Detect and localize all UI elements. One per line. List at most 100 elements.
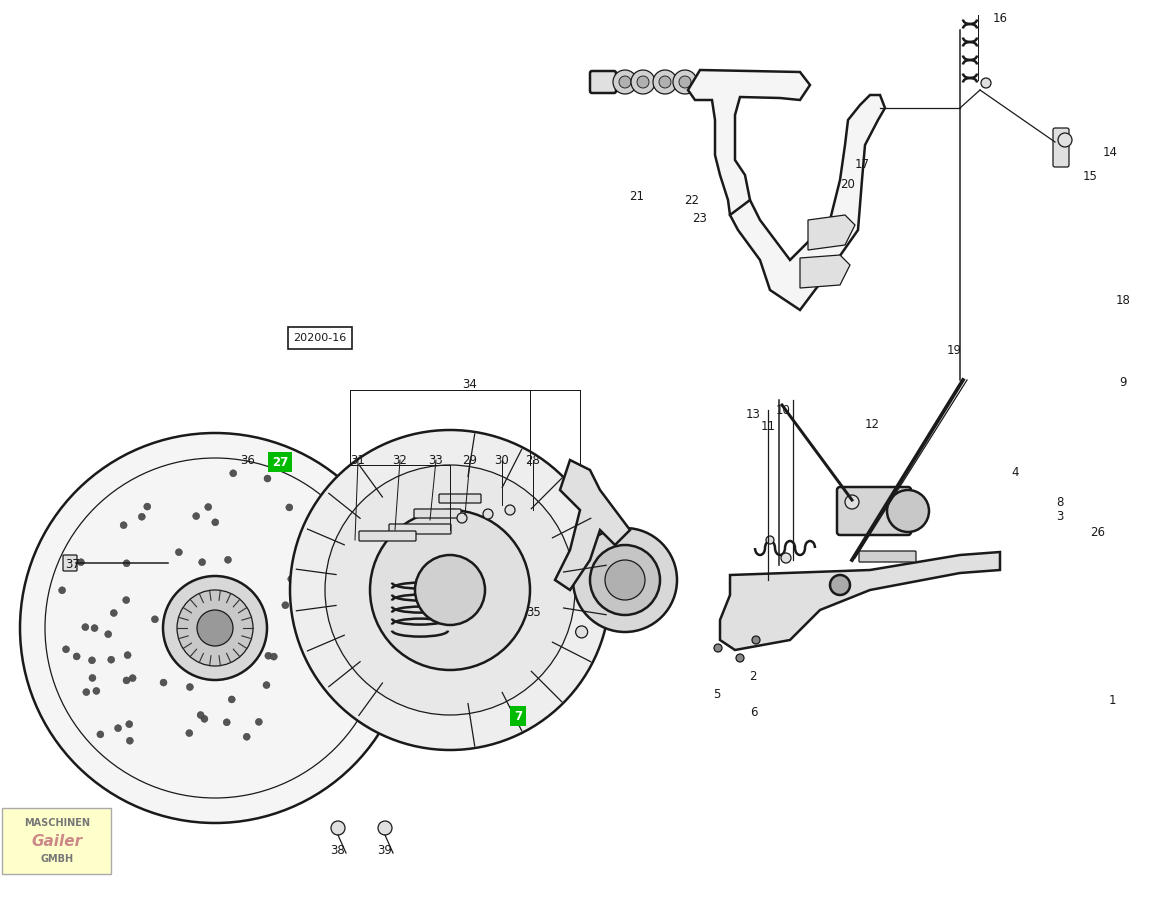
Text: 10: 10 <box>775 403 790 417</box>
Circle shape <box>62 646 69 652</box>
Circle shape <box>97 731 104 738</box>
Circle shape <box>341 607 349 614</box>
Circle shape <box>151 616 158 623</box>
Circle shape <box>766 536 774 544</box>
Circle shape <box>573 528 677 632</box>
Circle shape <box>110 609 118 617</box>
Circle shape <box>591 524 603 536</box>
Circle shape <box>143 503 151 510</box>
Circle shape <box>73 652 80 660</box>
FancyBboxPatch shape <box>2 808 111 874</box>
Polygon shape <box>808 215 855 250</box>
Circle shape <box>1058 133 1072 147</box>
Polygon shape <box>730 95 885 310</box>
Circle shape <box>845 495 859 509</box>
Circle shape <box>679 76 691 88</box>
Circle shape <box>122 597 129 604</box>
Circle shape <box>370 510 530 670</box>
Circle shape <box>211 518 218 526</box>
Circle shape <box>887 490 929 532</box>
Circle shape <box>638 76 649 88</box>
Text: 27: 27 <box>271 455 288 469</box>
Circle shape <box>590 545 660 615</box>
Text: 5: 5 <box>714 688 721 701</box>
Text: 12: 12 <box>864 418 879 430</box>
Text: 22: 22 <box>685 194 700 208</box>
FancyBboxPatch shape <box>389 524 450 534</box>
FancyBboxPatch shape <box>859 551 916 562</box>
FancyBboxPatch shape <box>64 555 77 571</box>
Circle shape <box>335 546 342 553</box>
FancyBboxPatch shape <box>439 494 480 503</box>
Circle shape <box>781 553 791 563</box>
Circle shape <box>139 513 146 520</box>
Circle shape <box>619 76 631 88</box>
Text: MASCHINEN: MASCHINEN <box>24 818 90 828</box>
Circle shape <box>308 580 315 587</box>
Circle shape <box>457 513 467 523</box>
Circle shape <box>77 559 84 566</box>
Circle shape <box>124 560 131 567</box>
Circle shape <box>129 675 136 681</box>
Text: 14: 14 <box>1103 147 1118 159</box>
Text: 3: 3 <box>1057 510 1064 524</box>
Text: Gailer: Gailer <box>31 833 82 849</box>
Circle shape <box>120 522 127 528</box>
Circle shape <box>176 549 182 555</box>
Text: 35: 35 <box>527 607 542 619</box>
Circle shape <box>198 610 233 646</box>
Text: 32: 32 <box>393 454 408 466</box>
Text: 19: 19 <box>946 344 961 356</box>
Circle shape <box>594 559 606 571</box>
Text: 13: 13 <box>746 409 760 421</box>
Text: 21: 21 <box>629 190 644 203</box>
Circle shape <box>345 645 352 652</box>
Circle shape <box>575 626 588 638</box>
Circle shape <box>653 70 677 94</box>
Text: 6: 6 <box>751 706 758 718</box>
Text: 7: 7 <box>514 709 522 723</box>
Polygon shape <box>556 460 629 590</box>
FancyBboxPatch shape <box>837 487 911 535</box>
Circle shape <box>613 70 638 94</box>
Circle shape <box>345 683 352 690</box>
Circle shape <box>736 654 744 662</box>
Circle shape <box>714 644 722 652</box>
Circle shape <box>325 465 575 715</box>
Circle shape <box>105 631 112 638</box>
Text: 39: 39 <box>378 844 393 858</box>
Circle shape <box>285 504 293 511</box>
Circle shape <box>288 575 295 582</box>
Circle shape <box>20 433 410 823</box>
Text: 20: 20 <box>841 178 856 192</box>
Circle shape <box>331 821 345 835</box>
Circle shape <box>122 677 131 684</box>
Circle shape <box>255 718 262 725</box>
Circle shape <box>201 716 208 723</box>
Circle shape <box>204 503 211 510</box>
Circle shape <box>107 656 114 663</box>
Circle shape <box>483 509 493 519</box>
Circle shape <box>330 545 337 553</box>
Circle shape <box>752 636 760 644</box>
Text: 8: 8 <box>1057 496 1064 508</box>
Text: 29: 29 <box>462 454 477 466</box>
Text: 36: 36 <box>240 454 255 466</box>
Text: 37: 37 <box>66 557 81 571</box>
Text: 1: 1 <box>1109 694 1116 706</box>
Circle shape <box>290 430 610 750</box>
Text: 28: 28 <box>526 454 541 466</box>
Text: 2: 2 <box>750 670 757 683</box>
Circle shape <box>224 556 231 563</box>
Circle shape <box>126 721 133 728</box>
Circle shape <box>830 575 850 595</box>
Text: 18: 18 <box>1116 293 1131 307</box>
Circle shape <box>161 680 167 686</box>
Circle shape <box>92 688 99 695</box>
Circle shape <box>378 821 392 835</box>
Text: 16: 16 <box>992 12 1007 24</box>
Circle shape <box>264 652 271 659</box>
Text: 9: 9 <box>1119 376 1127 390</box>
Circle shape <box>126 737 133 744</box>
FancyBboxPatch shape <box>413 509 461 518</box>
